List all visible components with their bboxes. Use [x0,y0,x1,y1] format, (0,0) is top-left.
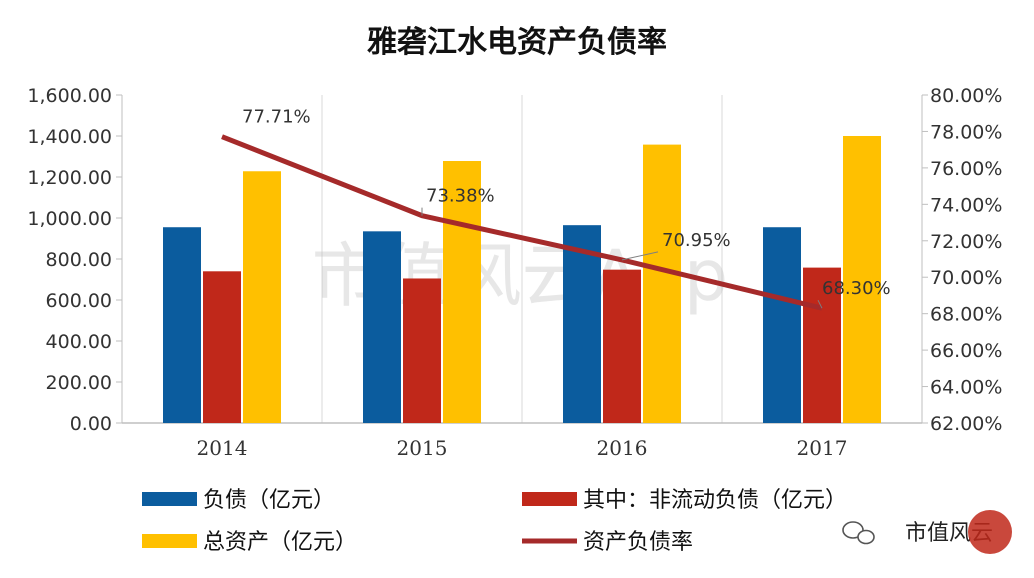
ratio-data-label: 70.95% [662,230,731,251]
legend-swatch-noncurrent [522,492,577,506]
bar-liabilities [363,231,401,423]
left-tick-label: 400.00 [46,331,112,353]
right-tick-label: 66.00% [930,340,1002,362]
legend-label-liabilities: 负债（亿元） [203,488,335,513]
x-tick-label: 2014 [197,436,248,460]
x-tick-label: 2016 [597,436,648,460]
legend: 负债（亿元） 其中：非流动负债（亿元） 总资产（亿元） 资产负债率 [142,488,847,555]
brand-logo: 市值风云 [843,510,1012,554]
ratio-data-label: 77.71% [242,107,311,128]
left-tick-label: 0.00 [70,413,112,435]
legend-label-ratio: 资产负债率 [583,530,693,555]
bar-liabilities [163,227,201,423]
legend-swatch-assets [142,534,197,548]
left-tick-label: 200.00 [46,372,112,394]
legend-label-assets: 总资产（亿元） [203,530,357,555]
x-tick-label: 2015 [397,436,448,460]
right-tick-label: 70.00% [930,267,1002,289]
chart-title: 雅砻江水电资产负债率 [367,25,667,60]
right-tick-label: 78.00% [930,121,1002,143]
x-tick-label: 2017 [797,436,848,460]
bar-liabilities [763,227,801,423]
bar-total-assets [643,145,681,423]
legend-swatch-liabilities [142,492,197,506]
wechat-icon [843,522,874,544]
legend-label-noncurrent: 其中：非流动负债（亿元） [583,488,847,513]
left-tick-label: 1,400.00 [27,126,112,148]
left-tick-label: 1,600.00 [27,85,112,107]
left-tick-label: 1,000.00 [27,208,112,230]
bar-total-assets [243,171,281,423]
left-tick-label: 600.00 [46,290,112,312]
right-tick-label: 76.00% [930,158,1002,180]
bar-noncurrent-liabilities [403,278,441,423]
ratio-data-label: 68.30% [822,278,891,299]
right-tick-label: 62.00% [930,413,1002,435]
right-tick-label: 74.00% [930,194,1002,216]
x-axis: 2014 2015 2016 2017 [197,436,848,460]
ratio-data-label: 73.38% [426,186,495,207]
bar-noncurrent-liabilities [603,270,641,423]
left-tick-label: 1,200.00 [27,167,112,189]
right-tick-label: 72.00% [930,231,1002,253]
brand-seal [968,510,1012,554]
right-tick-label: 68.00% [930,304,1002,326]
right-axis: 62.00% 64.00% 66.00% 68.00% 70.00% 72.00% 74.0… [922,85,1002,435]
left-tick-label: 800.00 [46,249,112,271]
right-tick-label: 64.00% [930,377,1002,399]
right-tick-label: 80.00% [930,85,1002,107]
left-axis: 0.00 200.00 400.00 600.00 800.00 1,000.00 1,20… [27,85,122,435]
bar-noncurrent-liabilities [203,271,241,423]
